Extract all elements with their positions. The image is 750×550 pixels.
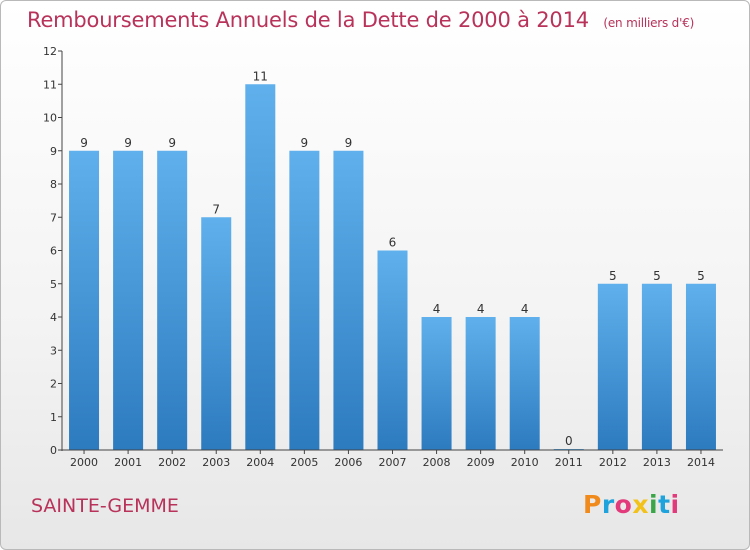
bar-2009	[465, 317, 496, 450]
bar-2006	[333, 150, 364, 450]
y-tick-label: 5	[50, 278, 57, 291]
x-tick-label-2014: 2014	[687, 456, 715, 469]
bar-2013	[641, 283, 672, 450]
bar-2014	[685, 283, 716, 450]
data-label-2007: 6	[389, 236, 397, 250]
data-label-2014: 5	[697, 269, 705, 283]
bar-2005	[289, 150, 320, 450]
data-label-2010: 4	[521, 302, 529, 316]
data-label-2001: 9	[124, 136, 132, 150]
x-tick-label-2005: 2005	[290, 456, 318, 469]
x-tick-label-2012: 2012	[599, 456, 627, 469]
logo-letter: r	[601, 490, 615, 519]
logo-letter: o	[614, 490, 633, 519]
bar-2001	[113, 150, 144, 450]
logo-letter: P	[583, 490, 602, 519]
x-tick-label-2002: 2002	[158, 456, 186, 469]
data-label-2013: 5	[653, 269, 661, 283]
x-tick-label-2006: 2006	[334, 456, 362, 469]
data-label-2006: 9	[345, 136, 353, 150]
bar-2008	[421, 317, 452, 450]
x-tick-label-2009: 2009	[467, 456, 495, 469]
bar-2002	[157, 150, 188, 450]
data-label-2005: 9	[301, 136, 309, 150]
proxiti-logo: Proxiti	[583, 490, 680, 519]
y-tick-label: 7	[50, 211, 57, 224]
labels-layer: 9 2000 9 2001 9 2002 7 2003 11 2004 9 2005 9 2006 6 200…	[70, 69, 715, 469]
logo-letter: i	[649, 490, 659, 519]
x-tick-label-2000: 2000	[70, 456, 98, 469]
bar-2003	[201, 217, 232, 450]
y-tick-label: 3	[50, 344, 57, 357]
x-tick-label-2007: 2007	[379, 456, 407, 469]
data-label-2003: 7	[212, 202, 220, 216]
x-tick-label-2013: 2013	[643, 456, 671, 469]
bars-layer	[69, 84, 716, 450]
bar-2000	[69, 150, 100, 450]
chart-subtitle: (en milliers d'€)	[603, 16, 695, 30]
y-tick-label: 11	[43, 78, 57, 91]
x-tick-label-2004: 2004	[246, 456, 274, 469]
logo-letter: x	[632, 490, 649, 519]
data-label-2002: 9	[168, 136, 176, 150]
x-tick-label-2001: 2001	[114, 456, 142, 469]
data-label-2011: 0	[565, 434, 573, 448]
bar-2010	[509, 317, 540, 450]
data-label-2008: 4	[433, 302, 441, 316]
data-label-2009: 4	[477, 302, 485, 316]
y-tick-label: 9	[50, 145, 57, 158]
x-tick-label-2011: 2011	[555, 456, 583, 469]
bar-2012	[597, 283, 628, 450]
y-tick-label: 2	[50, 378, 57, 391]
data-label-2012: 5	[609, 269, 617, 283]
data-label-2000: 9	[80, 136, 88, 150]
x-tick-label-2010: 2010	[511, 456, 539, 469]
y-tick-label: 0	[50, 444, 57, 457]
chart-title-text: Remboursements Annuels de la Dette de 20…	[27, 8, 589, 32]
logo-letter: t	[658, 490, 671, 519]
bar-2007	[377, 250, 408, 450]
y-tick-label: 1	[50, 411, 57, 424]
y-tick-label: 6	[50, 245, 57, 258]
x-tick-label-2008: 2008	[423, 456, 451, 469]
data-label-2004: 11	[253, 69, 268, 83]
y-tick-label: 4	[50, 311, 57, 324]
commune-name: SAINTE-GEMME	[31, 495, 179, 517]
chart-title: Remboursements Annuels de la Dette de 20…	[27, 8, 694, 32]
y-tick-label: 10	[43, 112, 57, 125]
bar-2004	[245, 84, 276, 450]
logo-letter: i	[670, 490, 680, 519]
y-tick-label: 12	[43, 45, 57, 58]
y-tick-label: 8	[50, 178, 57, 191]
x-tick-label-2003: 2003	[202, 456, 230, 469]
